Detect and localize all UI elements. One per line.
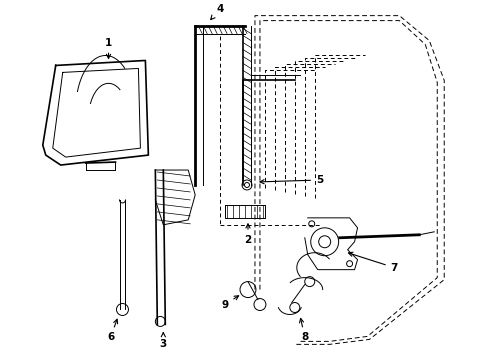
Text: 6: 6 xyxy=(107,319,118,342)
Text: 9: 9 xyxy=(221,296,238,310)
Text: 3: 3 xyxy=(160,333,166,349)
Text: 2: 2 xyxy=(244,224,251,245)
Text: 8: 8 xyxy=(299,318,308,342)
Text: 4: 4 xyxy=(210,4,224,19)
Text: 1: 1 xyxy=(105,37,112,58)
Text: 7: 7 xyxy=(348,252,397,273)
Text: 5: 5 xyxy=(260,175,323,185)
